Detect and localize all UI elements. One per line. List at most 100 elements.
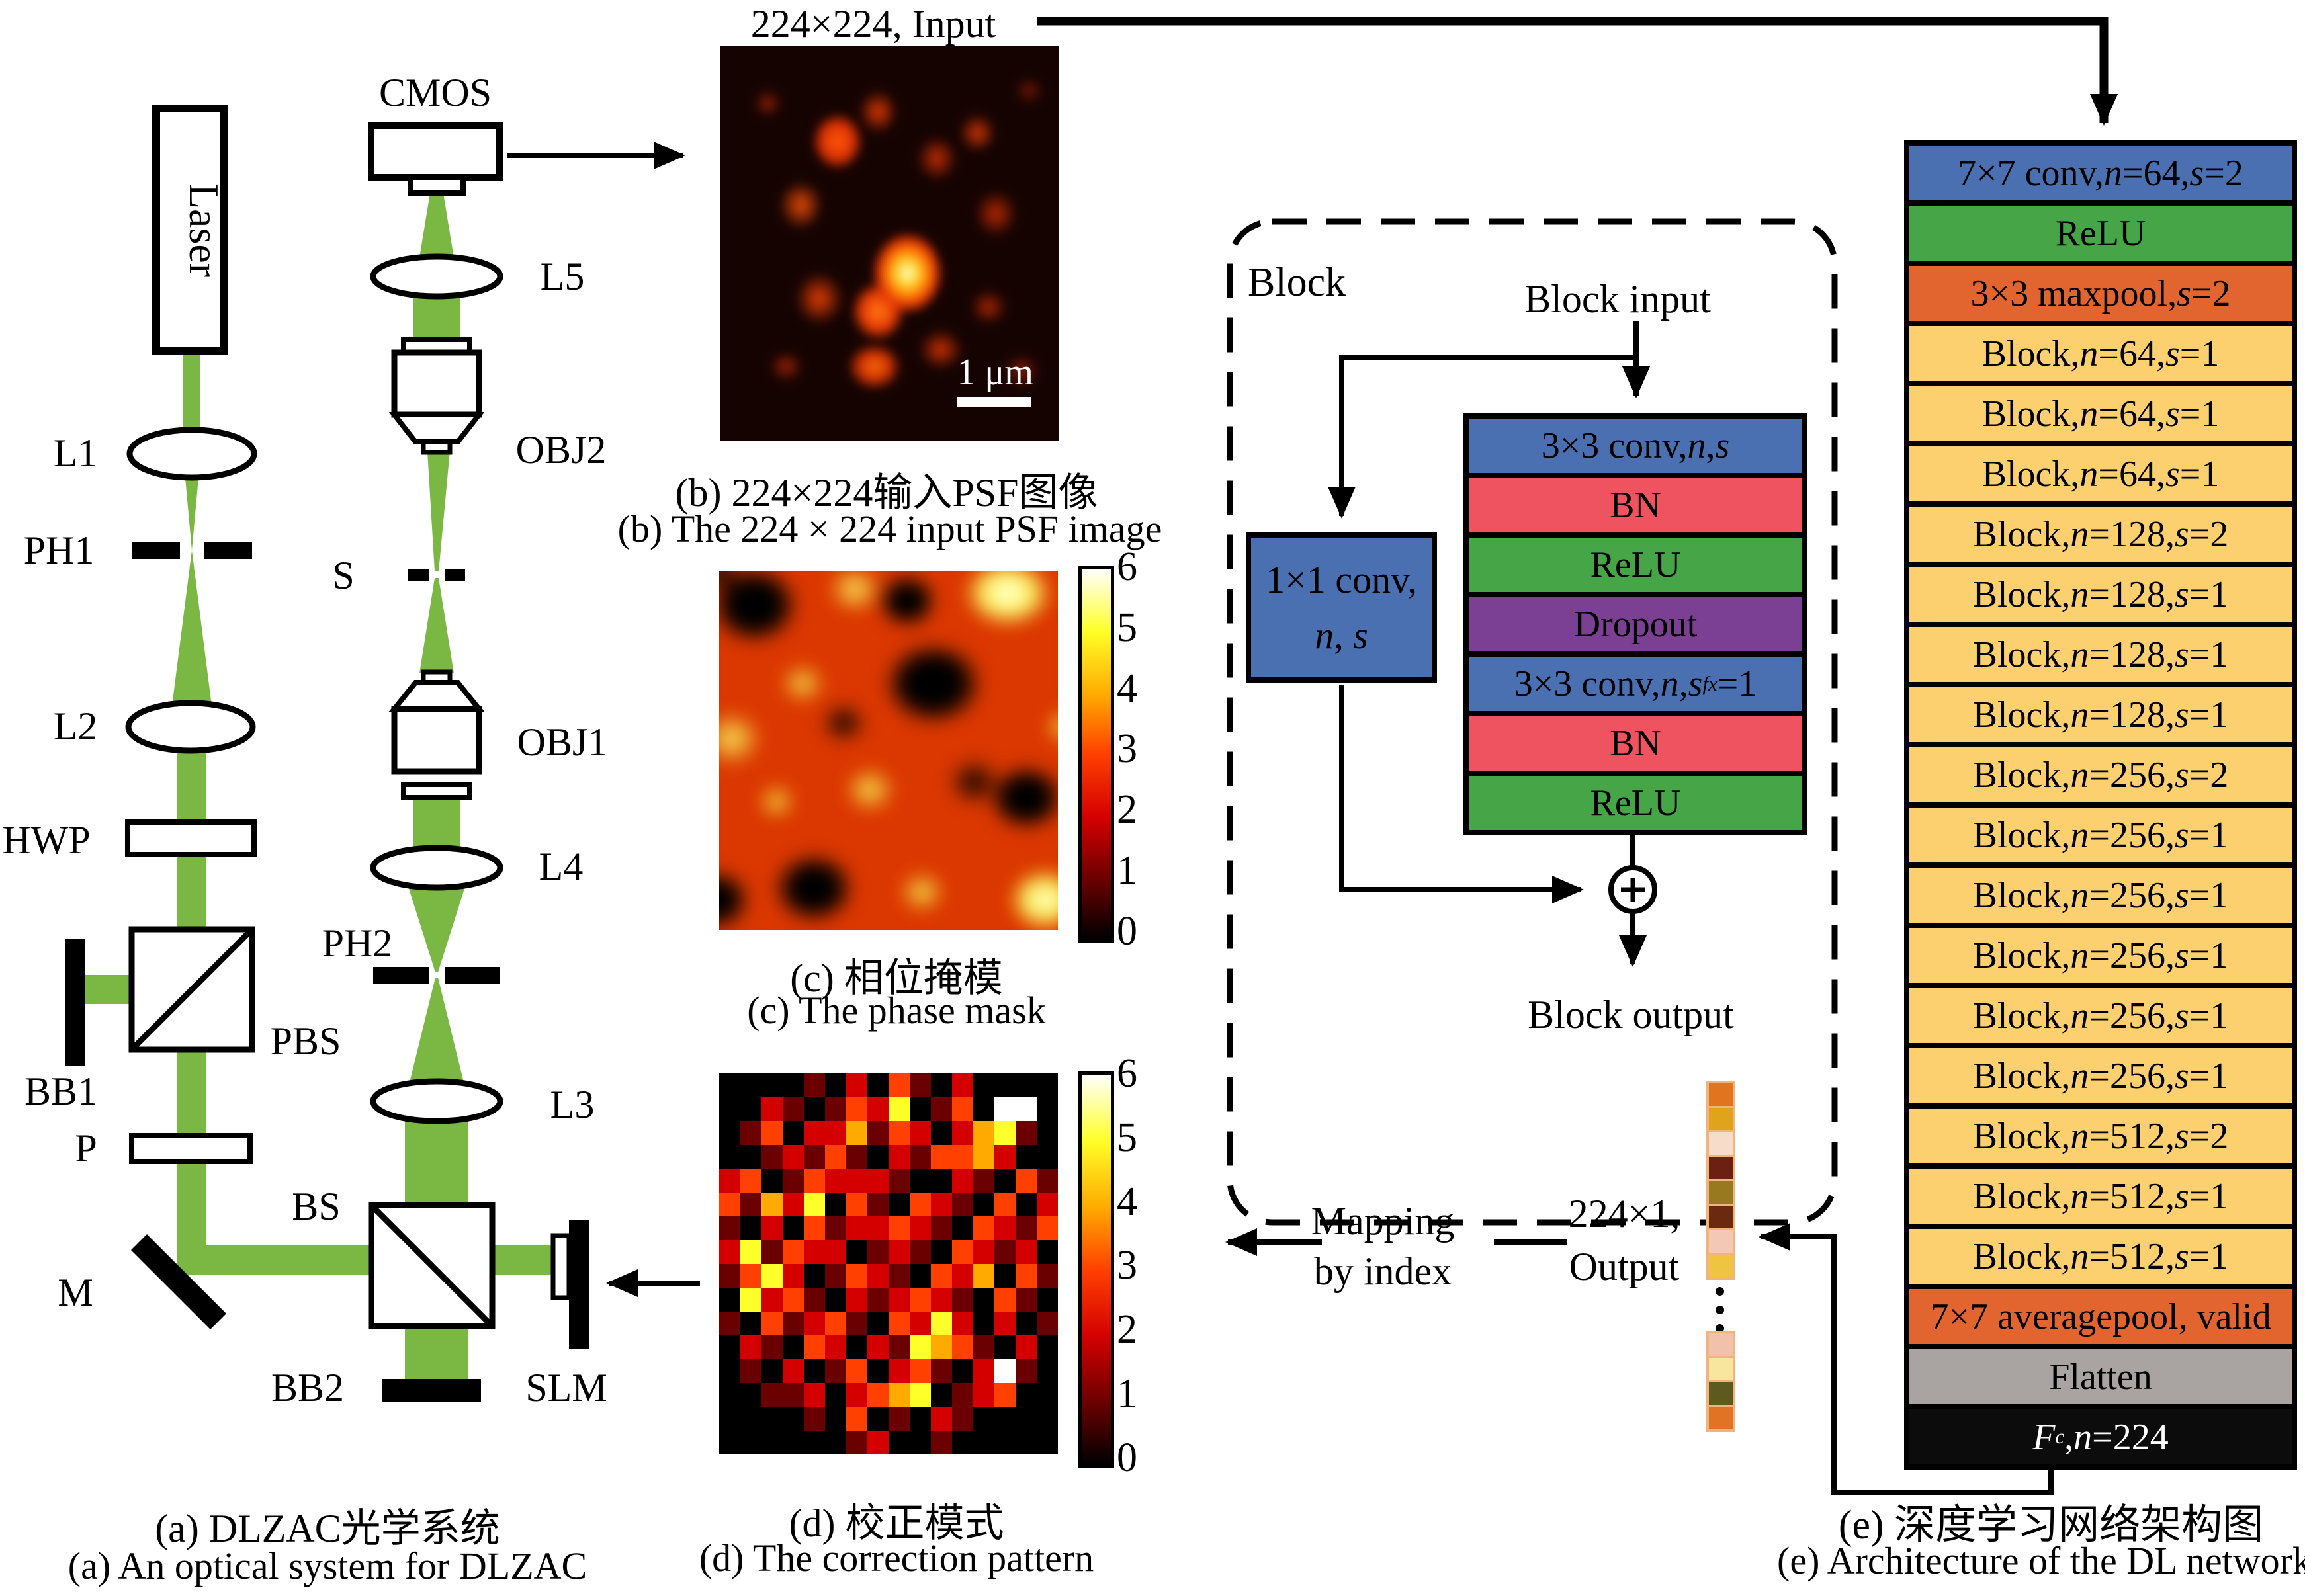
label-l3: L3 [550,1083,595,1126]
grid-cell [719,1312,740,1335]
grid-cell [1037,1431,1058,1454]
grid-cell [952,1431,973,1454]
grid-cell [931,1335,952,1359]
mirror-m [130,1234,227,1330]
label-s: S [332,554,354,597]
laser-box [152,105,228,355]
grid-cell [740,1145,761,1169]
colorbar-d [1078,1071,1114,1468]
correction-grid [719,1073,1058,1454]
output-vector-cell [1709,1407,1733,1429]
colorbar-d-ticks: 6 5 4 3 2 1 0 [1117,1050,1170,1482]
grid-cell [931,1240,952,1264]
obj2-nose [421,439,453,455]
polarizer [129,1133,253,1164]
grid-cell [931,1145,952,1169]
grid-cell [952,1288,973,1312]
grid-cell [846,1193,867,1216]
sample-right [445,569,465,581]
grid-cell [889,1312,910,1335]
grid-cell [846,1383,867,1407]
colorbar-c-ticks: 6 5 4 3 2 1 0 [1117,544,1170,955]
colorbar-tick: 4 [1117,665,1137,711]
network-row: Block, n =256, s =1 [1909,928,2292,988]
output-vector-cell [1709,1108,1733,1130]
grid-cell [867,1407,889,1431]
grid-cell [825,1335,846,1359]
caption-c-zh: (c) 相位掩模 [790,956,1003,1000]
grid-cell [719,1145,740,1169]
network-row: Block, n =128, s =1 [1909,627,2292,687]
grid-cell [1037,1335,1058,1359]
cmos-body [368,122,503,181]
grid-cell [910,1193,931,1216]
output-strip-bottom [1706,1331,1735,1432]
grid-cell [931,1193,952,1216]
grid-cell [994,1121,1016,1145]
grid-cell [910,1240,931,1264]
ellipsis-dots-icon [1716,1287,1724,1333]
grid-cell [867,1121,889,1145]
mapping-line2: by index [1313,1249,1452,1293]
grid-cell [910,1431,931,1454]
grid-cell [783,1193,804,1216]
grid-cell [761,1193,783,1216]
grid-cell [973,1359,994,1383]
grid-cell [825,1193,846,1216]
grid-cell [973,1073,994,1097]
network-row: Block, n =64, s =1 [1909,386,2292,446]
block-layer-row: ReLU [1469,776,1802,830]
caption-a-zh: (a) DLZAC光学系统 [155,1507,500,1550]
pinhole-ph1-right [204,542,252,559]
grid-cell [719,1359,740,1383]
colorbar-tick: 4 [1117,1179,1137,1224]
grid-cell [740,1407,761,1431]
grid-cell [1037,1193,1058,1216]
label-hwp: HWP [2,818,90,862]
grid-cell [740,1335,761,1359]
grid-cell [867,1359,889,1383]
grid-cell [804,1169,825,1193]
grid-cell [804,1240,825,1264]
network-row: 7×7 conv, n =64, s =2 [1909,146,2292,206]
grid-cell [783,1359,804,1383]
grid-cell [1037,1121,1058,1145]
label-ph2: PH2 [322,921,393,965]
network-row: Block, n =256, s =1 [1909,1048,2292,1109]
grid-cell [1037,1359,1058,1383]
pbs-diagonal [129,927,255,1052]
caption-e-zh: (e) 深度学习网络架构图 [1838,1503,2264,1548]
grid-cell [761,1359,783,1383]
mapping-label: Mapping by index [1287,1196,1479,1296]
caption-d-zh: (d) 校正模式 [789,1501,1004,1545]
grid-cell [825,1359,846,1383]
grid-cell [846,1264,867,1288]
network-row: ReLU [1909,206,2292,266]
grid-cell [719,1264,740,1288]
grid-cell [804,1359,825,1383]
grid-cell [825,1312,846,1335]
grid-cell [1016,1216,1037,1240]
network-row: 7×7 averagepool, valid [1909,1289,2292,1349]
grid-cell [889,1097,910,1121]
grid-cell [761,1407,783,1431]
plus-icon [1621,878,1645,902]
grid-cell [804,1264,825,1288]
grid-cell [740,1121,761,1145]
input-to-network-arrow [1037,17,2118,126]
grid-cell [719,1431,740,1454]
grid-cell [761,1335,783,1359]
grid-cell [719,1169,740,1193]
obj1-flange [401,782,472,800]
grid-cell [804,1216,825,1240]
network-row: Flatten [1909,1349,2292,1409]
network-row: Block, n =64, s =1 [1909,446,2292,507]
grid-cell [889,1073,910,1097]
lens-l1 [126,427,257,481]
grid-cell [740,1431,761,1454]
grid-cell [1037,1169,1058,1193]
grid-cell [783,1073,804,1097]
grid-cell [994,1193,1016,1216]
grid-cell [952,1169,973,1193]
grid-cell [719,1335,740,1359]
